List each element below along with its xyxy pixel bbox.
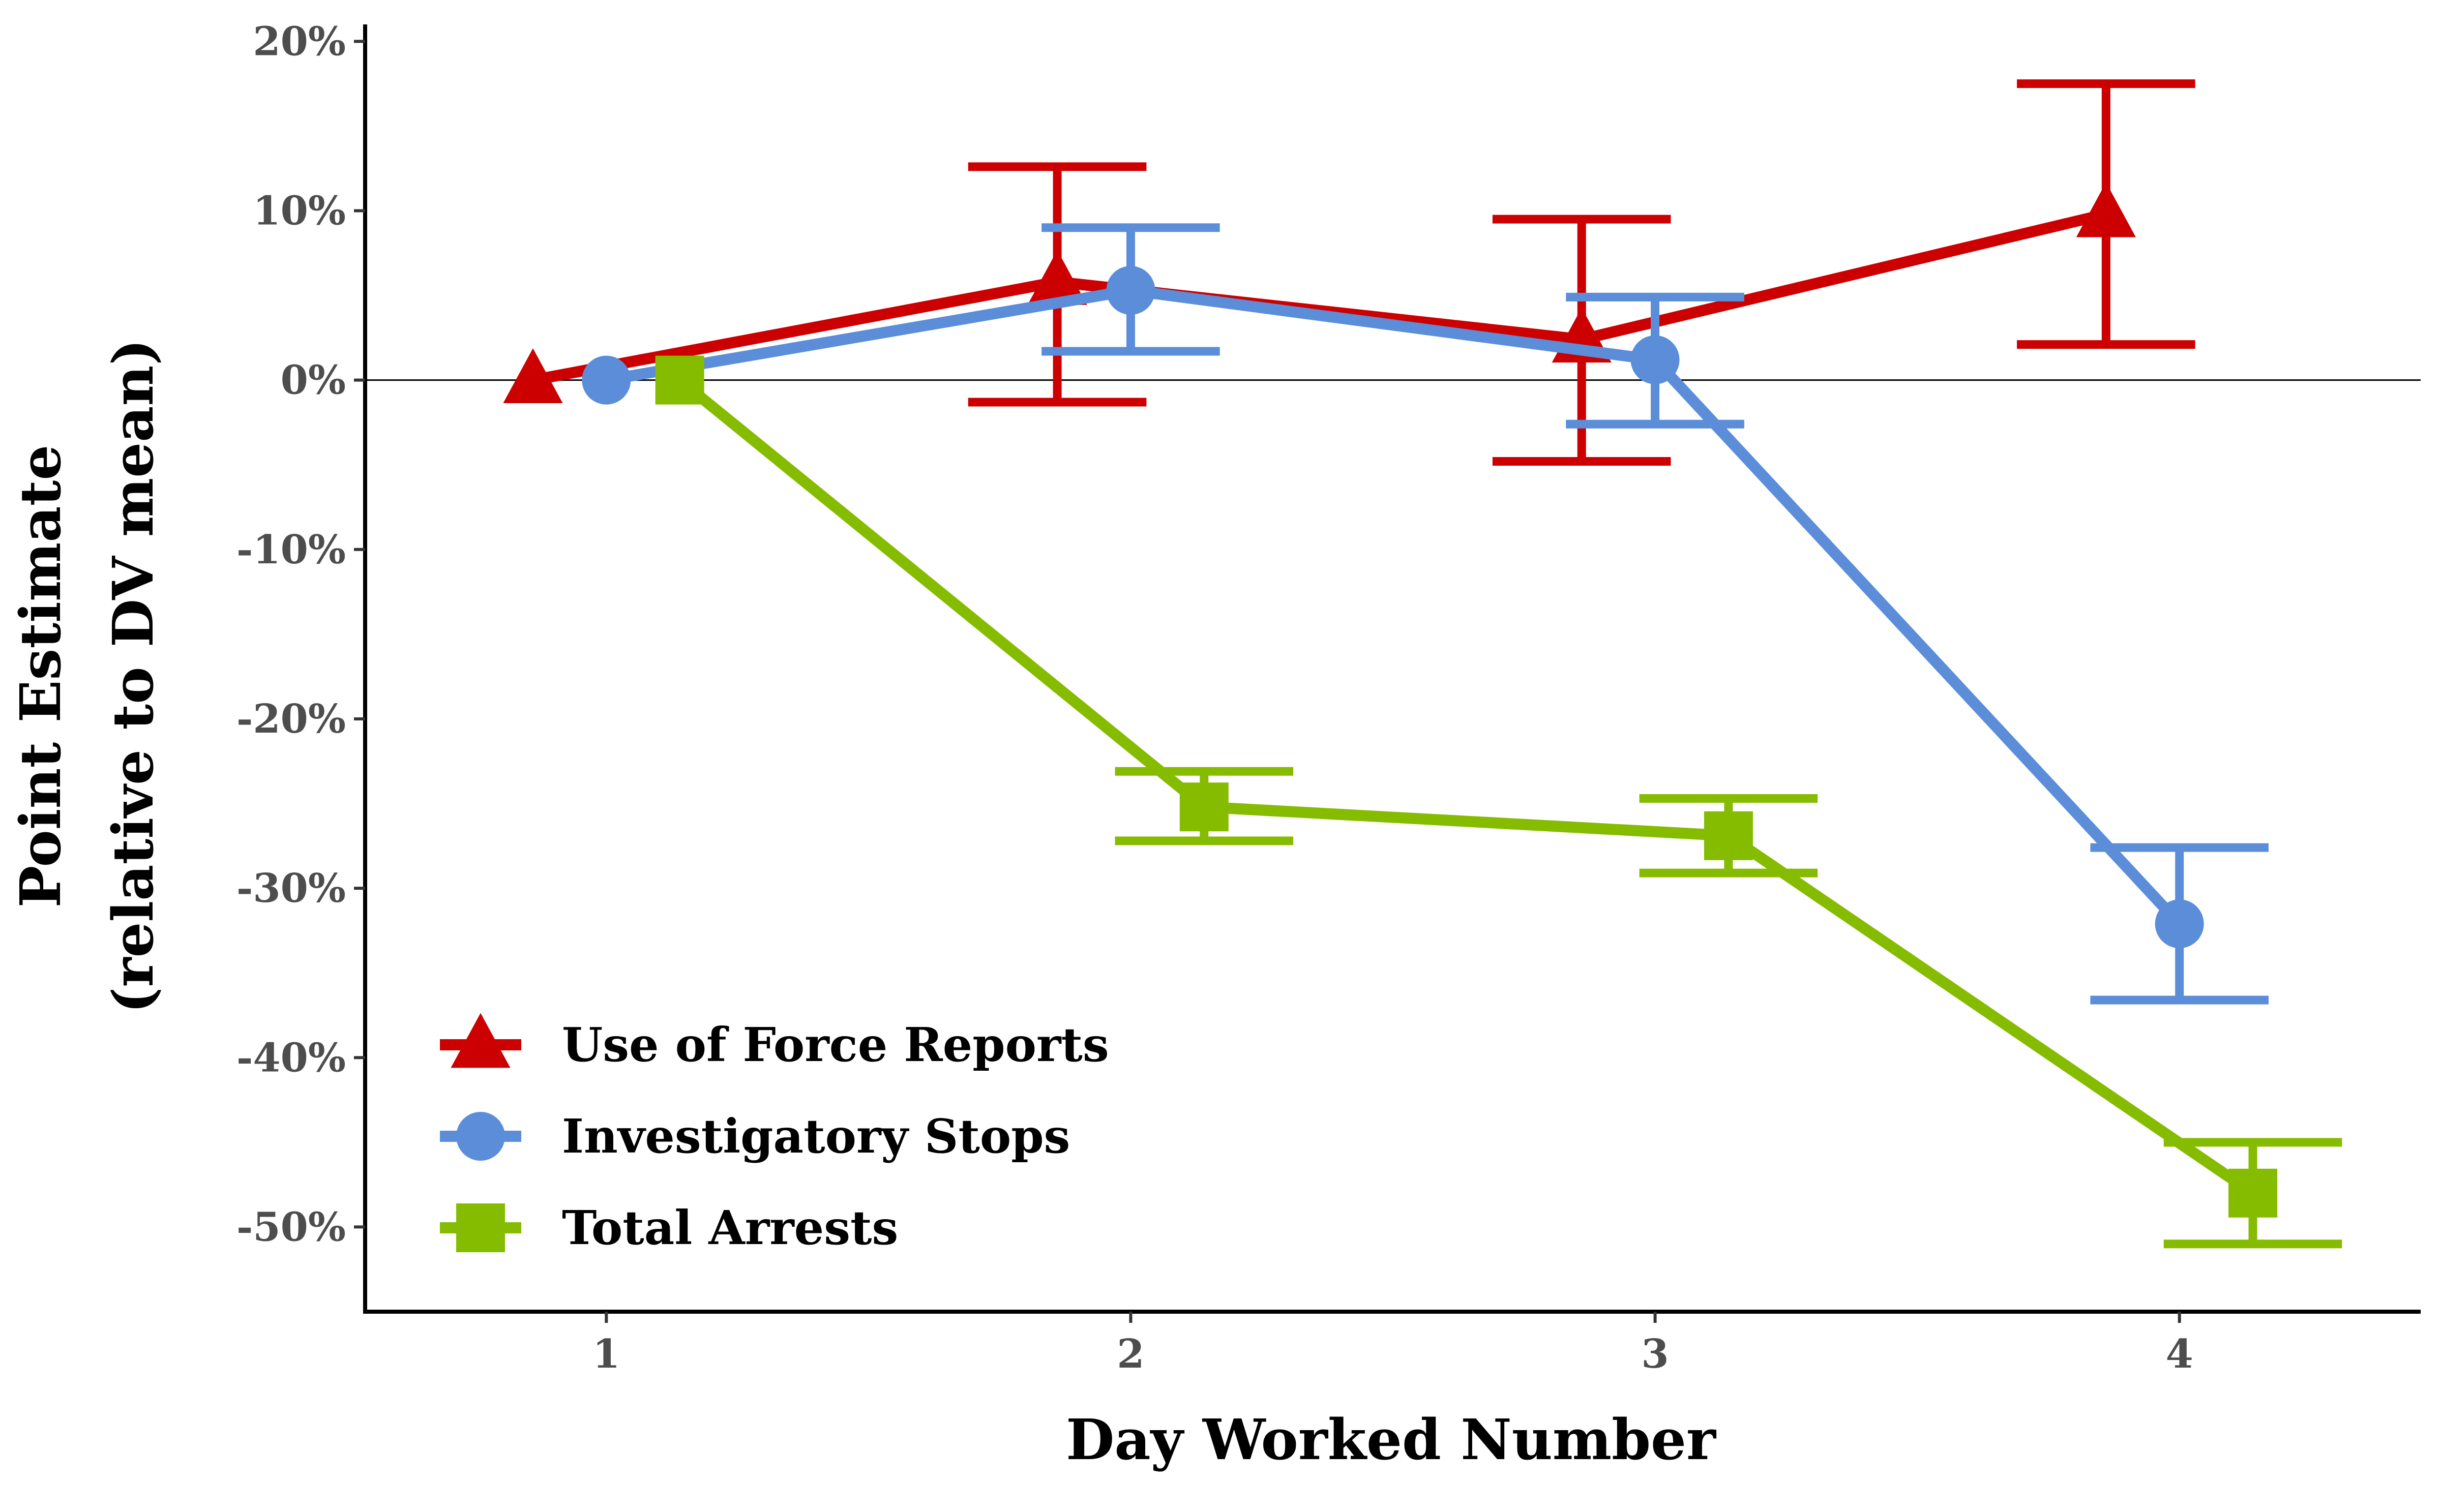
series-investigatory-stops bbox=[582, 223, 2269, 1005]
legend-swatch-marker bbox=[456, 1112, 505, 1161]
data-point bbox=[2155, 899, 2204, 949]
legend-label: Use of Force Reports bbox=[562, 1017, 1109, 1072]
legend-swatch-marker bbox=[451, 1013, 511, 1068]
x-tick-label: 1 bbox=[592, 1331, 620, 1377]
y-tick-label: -10% bbox=[236, 527, 346, 573]
y-tick-label: 20% bbox=[253, 18, 346, 65]
series-use-of-force-reports bbox=[503, 79, 2195, 466]
y-tick-label: -50% bbox=[236, 1204, 346, 1250]
series-line bbox=[676, 376, 2256, 1198]
data-point bbox=[503, 348, 563, 403]
data-point bbox=[1027, 250, 1087, 305]
data-point bbox=[655, 355, 704, 405]
legend-item-use-of-force-reports: Use of Force Reports bbox=[440, 1013, 1109, 1072]
series-line bbox=[605, 285, 2184, 928]
data-point bbox=[1630, 335, 1680, 384]
x-tick-label: 2 bbox=[1117, 1331, 1144, 1377]
y-axis-title-line-1: Point Estimate bbox=[8, 445, 73, 908]
legend-label: Total Arrests bbox=[562, 1200, 898, 1255]
data-point bbox=[1106, 266, 1155, 315]
legend: Use of Force Reports Investigatory Stops T… bbox=[440, 1013, 1109, 1255]
data-point bbox=[1179, 782, 1229, 832]
x-tick-label: 3 bbox=[1641, 1331, 1669, 1377]
y-tick-label: 0% bbox=[281, 357, 346, 404]
legend-item-investigatory-stops: Investigatory Stops bbox=[440, 1109, 1070, 1164]
data-point bbox=[2076, 182, 2136, 237]
data-point bbox=[1704, 811, 1753, 860]
y-tick-label: 10% bbox=[253, 188, 346, 234]
y-tick-label: -20% bbox=[236, 696, 346, 742]
y-tick-label: -40% bbox=[236, 1035, 346, 1081]
y-axis-title: Point Estimate (relative to DV mean) bbox=[8, 339, 166, 1013]
data-point bbox=[582, 355, 631, 405]
legend-item-total-arrests: Total Arrests bbox=[440, 1200, 898, 1255]
legend-swatch-marker bbox=[456, 1203, 505, 1252]
x-tick-label: 4 bbox=[2166, 1331, 2193, 1377]
plot-area: 20% 10% 0% -10% -20% -30% -40% -50% 1 2 3 4 bbox=[236, 18, 2421, 1377]
legend-label: Investigatory Stops bbox=[562, 1109, 1070, 1164]
y-axis-title-line-2: (relative to DV mean) bbox=[100, 339, 166, 1013]
data-point bbox=[2228, 1168, 2278, 1218]
y-tick-label: -30% bbox=[236, 865, 346, 912]
series-total-arrests bbox=[655, 355, 2342, 1249]
x-axis-title: Day Worked Number bbox=[1066, 1407, 1717, 1472]
